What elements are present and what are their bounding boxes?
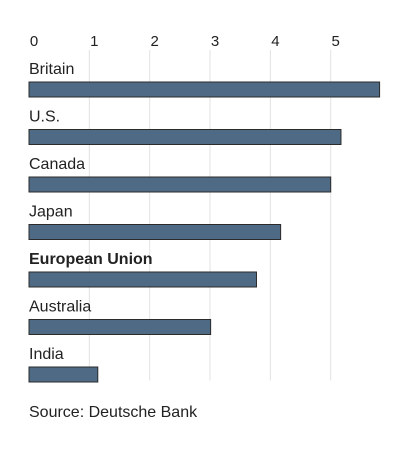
bar <box>28 319 212 335</box>
category-label: U.S. <box>29 109 60 126</box>
x-tick-label: 1 <box>90 33 98 50</box>
bar <box>28 271 257 288</box>
category-label: India <box>29 346 64 363</box>
category-label: European Union <box>29 251 153 268</box>
bar <box>28 366 99 383</box>
bar <box>28 129 342 145</box>
bar <box>28 176 332 193</box>
category-label: Canada <box>29 156 85 173</box>
x-tick-label: 5 <box>332 33 340 50</box>
category-label: Australia <box>29 299 91 316</box>
category-label: Japan <box>29 204 73 221</box>
x-tick-label: 3 <box>211 33 219 50</box>
bar <box>28 224 282 240</box>
category-label: Britain <box>29 61 74 78</box>
x-tick-label: 2 <box>151 33 159 50</box>
x-tick-label: 4 <box>271 33 279 50</box>
source-note: Source: Deutsche Bank <box>29 404 198 421</box>
x-tick-label: 0 <box>30 33 38 50</box>
bar <box>28 81 381 98</box>
